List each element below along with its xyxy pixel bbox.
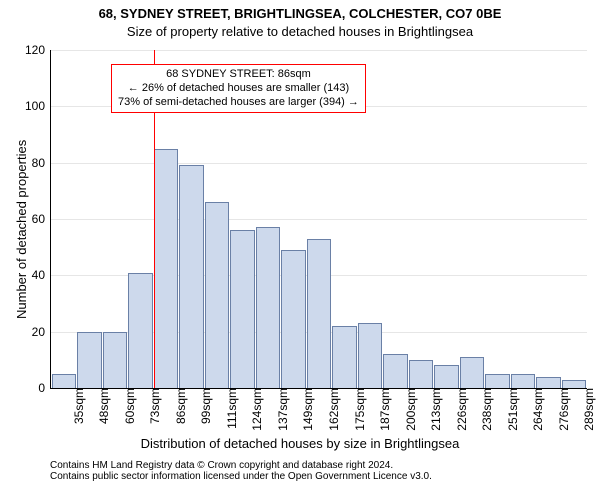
x-tick-label: 175sqm (349, 388, 367, 431)
x-tick-label: 213sqm (425, 388, 443, 431)
footer-attribution: Contains HM Land Registry data © Crown c… (50, 460, 432, 482)
x-tick-label: 48sqm (93, 388, 111, 424)
x-tick-label: 99sqm (195, 388, 213, 424)
y-tick-label: 80 (32, 156, 51, 170)
x-tick-label: 124sqm (246, 388, 264, 431)
plot-area: 02040608010012035sqm48sqm60sqm73sqm86sqm… (50, 50, 587, 389)
x-tick-label: 149sqm (297, 388, 315, 431)
bar (562, 380, 587, 388)
x-tick-label: 111sqm (221, 388, 239, 429)
chart-container: 68, SYDNEY STREET, BRIGHTLINGSEA, COLCHE… (0, 0, 600, 500)
gridline (51, 50, 587, 51)
y-tick-label: 120 (25, 43, 51, 57)
y-tick-label: 0 (38, 381, 51, 395)
x-tick-label: 162sqm (323, 388, 341, 431)
bar (358, 323, 383, 388)
x-tick-label: 264sqm (527, 388, 545, 431)
bar (281, 250, 306, 388)
x-tick-label: 137sqm (272, 388, 290, 431)
bar (128, 273, 153, 388)
footer-line: Contains public sector information licen… (50, 471, 432, 482)
y-tick-label: 20 (32, 325, 51, 339)
bar (52, 374, 77, 388)
gridline (51, 163, 587, 164)
bar (409, 360, 434, 388)
bar (332, 326, 357, 388)
x-tick-label: 86sqm (170, 388, 188, 424)
x-tick-label: 187sqm (374, 388, 392, 431)
x-tick-label: 35sqm (68, 388, 86, 424)
bar (307, 239, 332, 388)
x-tick-label: 289sqm (578, 388, 596, 431)
bar (154, 149, 179, 388)
x-tick-label: 60sqm (119, 388, 137, 424)
x-tick-label: 251sqm (502, 388, 520, 431)
bar (460, 357, 485, 388)
bar (536, 377, 561, 388)
x-tick-label: 73sqm (144, 388, 162, 424)
annotation-line: ← 26% of detached houses are smaller (14… (118, 82, 359, 96)
y-tick-label: 40 (32, 268, 51, 282)
bar (77, 332, 102, 388)
bar (256, 227, 281, 388)
bar (103, 332, 128, 388)
x-axis-label: Distribution of detached houses by size … (0, 436, 600, 451)
annotation-line: 73% of semi-detached houses are larger (… (118, 96, 359, 110)
chart-title: 68, SYDNEY STREET, BRIGHTLINGSEA, COLCHE… (0, 6, 600, 21)
y-tick-label: 100 (25, 99, 51, 113)
bar (511, 374, 536, 388)
footer-line: Contains HM Land Registry data © Crown c… (50, 460, 432, 471)
y-axis-label: Number of detached properties (14, 140, 29, 319)
bar (205, 202, 230, 388)
bar (179, 165, 204, 388)
annotation-box: 68 SYDNEY STREET: 86sqm← 26% of detached… (111, 64, 366, 113)
bar (434, 365, 459, 388)
chart-subtitle: Size of property relative to detached ho… (0, 24, 600, 39)
x-tick-label: 226sqm (451, 388, 469, 431)
x-tick-label: 276sqm (553, 388, 571, 431)
bar (383, 354, 408, 388)
bar (485, 374, 510, 388)
y-tick-label: 60 (32, 212, 51, 226)
x-tick-label: 200sqm (400, 388, 418, 431)
gridline (51, 219, 587, 220)
x-tick-label: 238sqm (476, 388, 494, 431)
bar (230, 230, 255, 388)
annotation-line: 68 SYDNEY STREET: 86sqm (118, 68, 359, 82)
